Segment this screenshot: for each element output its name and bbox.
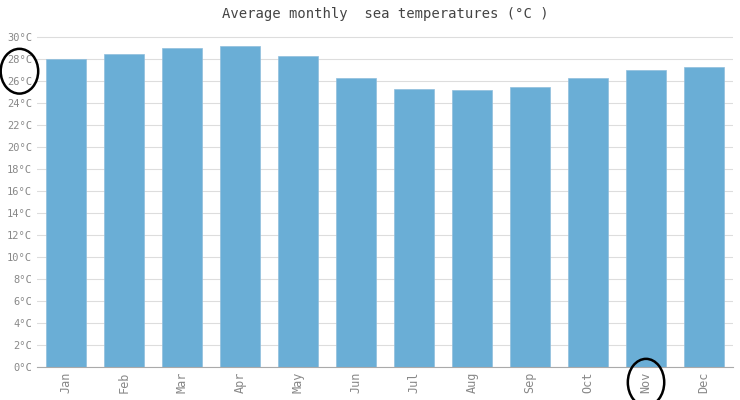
Bar	[104, 54, 144, 367]
Bar	[336, 78, 376, 367]
Bar	[510, 87, 551, 367]
Bar	[45, 59, 86, 367]
Bar	[394, 89, 434, 367]
Bar	[626, 70, 666, 367]
Bar	[278, 56, 318, 367]
Bar	[220, 46, 260, 367]
Bar	[161, 48, 202, 367]
Bar	[684, 67, 724, 367]
Bar	[451, 90, 492, 367]
Title: Average monthly  sea temperatures (°C ): Average monthly sea temperatures (°C )	[221, 7, 548, 21]
Bar	[568, 78, 608, 367]
